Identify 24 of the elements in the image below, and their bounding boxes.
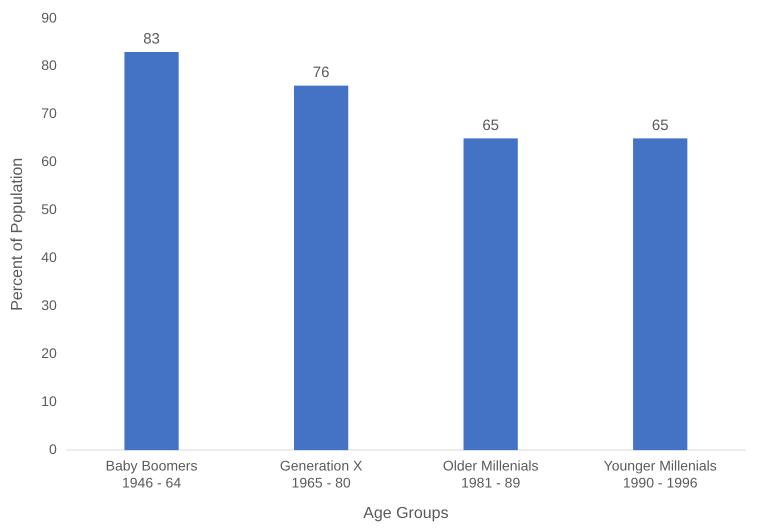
data-label: 65 [652,116,669,134]
x-tick-label: Baby Boomers 1946 - 64 [106,457,198,490]
x-axis-title: Age Groups [363,504,449,522]
y-axis-title: Percent of Population [9,158,26,311]
y-tick-label: 50 [41,201,57,218]
y-tick-label: 0 [48,441,57,458]
y-tick-label: 80 [41,57,57,74]
bar [294,86,348,450]
data-label: 65 [482,116,500,134]
x-tick-label: Younger Millenials 1990 - 1996 [604,457,717,490]
bar [633,138,688,450]
y-tick-label: 20 [41,345,57,362]
data-label: 76 [312,64,330,82]
bar [124,52,179,450]
y-tick-label: 10 [41,393,57,410]
y-tick-label: 40 [41,249,57,266]
x-tick-label: Generation X 1965 - 80 [280,457,364,490]
x-tick-label: Older Millenials 1981 - 89 [442,457,539,490]
data-label: 83 [143,30,160,48]
bar [464,138,518,450]
y-tick-label: 30 [41,297,57,314]
y-tick-label: 60 [41,153,57,170]
y-tick-label: 70 [41,105,57,122]
y-tick-label: 90 [41,9,57,26]
